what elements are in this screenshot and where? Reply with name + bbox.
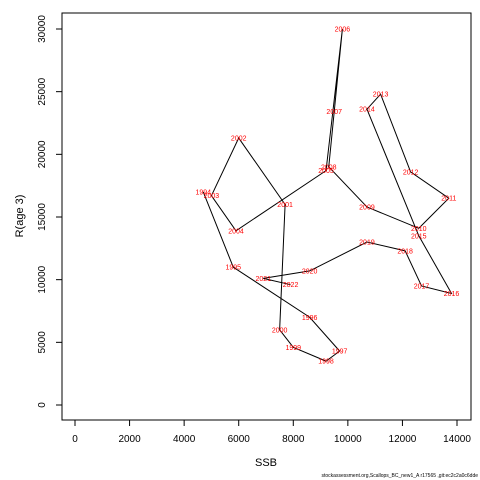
year-label-2021: 2021 bbox=[255, 276, 271, 283]
y-axis: 0 5000 10000 15000 20000 25000 30000 bbox=[37, 15, 63, 408]
year-label-2000: 2000 bbox=[272, 327, 288, 334]
y-tick-label: 10000 bbox=[37, 265, 48, 293]
year-label-2014: 2014 bbox=[359, 107, 375, 114]
y-tick-label: 15000 bbox=[37, 203, 48, 231]
year-label-2007: 2007 bbox=[326, 109, 342, 116]
year-label-2003: 2003 bbox=[204, 193, 220, 200]
y-tick-label: 5000 bbox=[37, 331, 48, 354]
series-path bbox=[202, 28, 453, 362]
x-tick-label: 14000 bbox=[443, 434, 471, 445]
year-label-2005: 2005 bbox=[318, 168, 334, 175]
year-label-2010: 2010 bbox=[411, 226, 427, 233]
year-label-2020: 2020 bbox=[302, 268, 318, 275]
y-tick-label: 30000 bbox=[37, 15, 48, 43]
plot-box bbox=[61, 12, 472, 421]
year-label-2022: 2022 bbox=[283, 282, 299, 289]
year-label-2015: 2015 bbox=[411, 233, 427, 240]
y-tick-label: 0 bbox=[37, 402, 48, 408]
year-label-2008: 2008 bbox=[321, 164, 337, 171]
year-label-2016: 2016 bbox=[444, 291, 460, 298]
year-label-2013: 2013 bbox=[373, 92, 389, 99]
x-tick-label: 2000 bbox=[118, 434, 141, 445]
sr-trajectory-line bbox=[202, 28, 453, 362]
year-label-1994: 1994 bbox=[195, 189, 211, 196]
year-label-2012: 2012 bbox=[403, 169, 419, 176]
year-label-2009: 2009 bbox=[359, 204, 375, 211]
year-label-2018: 2018 bbox=[397, 248, 413, 255]
y-tick-label: 25000 bbox=[37, 77, 48, 105]
x-tick-label: 6000 bbox=[228, 434, 251, 445]
x-tick-label: 10000 bbox=[334, 434, 362, 445]
y-axis-title: R(age 3) bbox=[14, 195, 26, 238]
year-label-1995: 1995 bbox=[225, 265, 241, 272]
year-label-1998: 1998 bbox=[318, 359, 334, 366]
y-tick-label: 20000 bbox=[37, 140, 48, 168]
year-label-2006: 2006 bbox=[335, 27, 351, 34]
x-axis-title: SSB bbox=[255, 457, 277, 469]
year-label-2019: 2019 bbox=[359, 240, 375, 247]
year-label-1996: 1996 bbox=[302, 315, 318, 322]
x-axis: 0 2000 4000 6000 8000 10000 12000 14000 bbox=[72, 419, 471, 445]
year-label-2017: 2017 bbox=[414, 283, 430, 290]
year-label-2002: 2002 bbox=[231, 136, 247, 143]
x-tick-label: 12000 bbox=[389, 434, 417, 445]
year-labels: 1994 1995 1996 1997 1998 1999 2000 2001 2002 2003… bbox=[195, 27, 459, 366]
x-tick-label: 4000 bbox=[173, 434, 196, 445]
year-label-2004: 2004 bbox=[228, 228, 244, 235]
year-label-1999: 1999 bbox=[285, 345, 301, 352]
year-label-2011: 2011 bbox=[441, 196, 456, 203]
year-label-1997: 1997 bbox=[332, 349, 348, 356]
x-tick-label: 8000 bbox=[282, 434, 305, 445]
footer-caption: stockassessment.org,Scallops_BC_new1_A r… bbox=[322, 473, 479, 479]
x-tick-label: 0 bbox=[72, 434, 78, 445]
year-label-2001: 2001 bbox=[277, 202, 293, 209]
